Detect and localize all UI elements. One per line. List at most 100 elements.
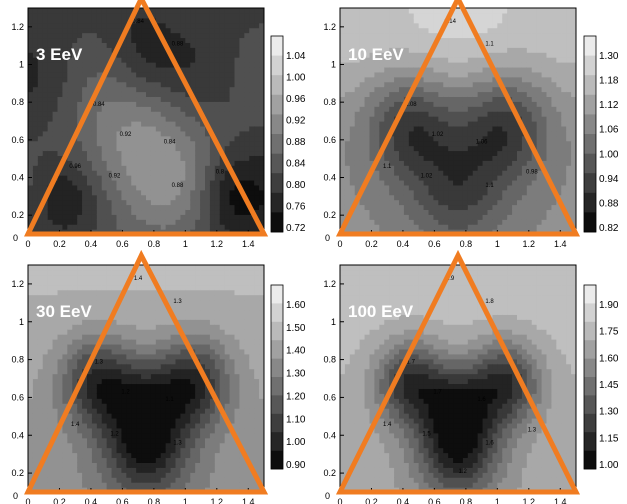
heatmap-cell [185, 96, 191, 102]
heatmap-cell [146, 155, 152, 161]
heatmap-cell [546, 42, 553, 48]
heatmap-cell [428, 125, 435, 132]
heatmap-cell [77, 22, 83, 29]
heatmap-cell [165, 121, 172, 127]
heatmap-cell [111, 37, 118, 43]
heatmap-cell [502, 96, 508, 102]
heatmap-cell [205, 66, 211, 73]
heatmap-cell [67, 324, 73, 330]
heatmap-cell [340, 52, 346, 58]
heatmap-cell [453, 121, 459, 127]
heatmap-cell [364, 209, 371, 215]
heatmap-cell [96, 170, 103, 176]
heatmap-cell [438, 47, 444, 53]
heatmap-cell [37, 442, 44, 449]
heatmap-cell [467, 184, 474, 191]
heatmap-cell [72, 413, 78, 419]
heatmap-cell [541, 155, 548, 161]
heatmap-cell [389, 219, 395, 225]
heatmap-cell [359, 8, 366, 14]
heatmap-cell [507, 116, 513, 122]
heatmap-cell [195, 37, 201, 43]
heatmap-cell [477, 219, 484, 225]
heatmap-cell [165, 76, 172, 83]
heatmap-cell [571, 76, 576, 83]
heatmap-cell [374, 189, 380, 196]
heatmap-cell [37, 388, 44, 394]
heatmap-cell [28, 339, 34, 345]
heatmap-cell [259, 52, 264, 58]
heatmap-cell [87, 81, 93, 88]
heatmap-cell [438, 121, 444, 127]
heatmap-cell [413, 224, 420, 230]
heatmap-cell [239, 199, 245, 206]
heatmap-cell [418, 57, 425, 63]
heatmap-cell [482, 204, 489, 211]
heatmap-cell [185, 71, 191, 78]
heatmap-cell [467, 27, 474, 34]
heatmap-cell [408, 116, 415, 122]
heatmap-cell [254, 37, 260, 43]
heatmap-cell [175, 140, 182, 147]
heatmap-cell [472, 140, 479, 147]
heatmap-cell [571, 57, 576, 63]
heatmap-cell [180, 66, 186, 73]
heatmap-cell [96, 125, 103, 132]
heatmap-cell [37, 324, 44, 330]
heatmap-cell [52, 150, 59, 156]
heatmap-cell [517, 91, 523, 98]
heatmap-cell [209, 125, 216, 132]
heatmap-cell [180, 86, 186, 93]
heatmap-cell [234, 66, 241, 73]
heatmap-cell [62, 314, 68, 320]
heatmap-cell [423, 76, 430, 83]
heatmap-cell [526, 37, 533, 43]
heatmap-cell [224, 42, 231, 48]
heatmap-cell [512, 12, 518, 19]
heatmap-cell [340, 184, 346, 191]
heatmap-cell [67, 442, 73, 449]
heatmap-cell [482, 17, 489, 24]
heatmap-cell [42, 106, 49, 112]
heatmap-cell [234, 22, 241, 29]
heatmap-cell [42, 155, 49, 161]
heatmap-cell [67, 314, 73, 320]
heatmap-cell [374, 52, 380, 58]
heatmap-cell [259, 175, 264, 181]
heatmap-cell [448, 155, 454, 161]
heatmap-cell [165, 204, 172, 211]
heatmap-cell [389, 96, 395, 102]
heatmap-cell [389, 101, 395, 107]
heatmap-cell [340, 111, 346, 117]
heatmap-cell [394, 57, 400, 63]
heatmap-cell [28, 194, 34, 201]
heatmap-cell [507, 27, 513, 34]
heatmap-cell [531, 184, 538, 191]
heatmap-cell [472, 224, 479, 230]
heatmap-cell [214, 66, 221, 73]
heatmap-cell [541, 22, 548, 29]
heatmap-cell [349, 37, 356, 43]
heatmap-cell [259, 165, 264, 171]
heatmap-cell [155, 57, 162, 63]
heatmap-cell [354, 12, 361, 19]
heatmap-cell [561, 76, 567, 83]
heatmap-cell [462, 91, 469, 98]
heatmap-cell [62, 353, 68, 360]
heatmap-cell [507, 150, 513, 156]
heatmap-cell [384, 17, 390, 24]
heatmap-cell [389, 116, 395, 122]
heatmap-cell [462, 32, 469, 39]
heatmap-cell [160, 140, 167, 147]
heatmap-cell [28, 403, 34, 409]
y-tick-label: 0.8 [323, 97, 336, 107]
heatmap-cell [57, 353, 64, 360]
heatmap-cell [546, 150, 553, 156]
heatmap-cell [37, 66, 44, 73]
heatmap-cell [42, 363, 49, 370]
heatmap-cell [413, 37, 420, 43]
heatmap-cell [101, 189, 108, 196]
heatmap-cell [146, 204, 152, 211]
heatmap-cell [531, 219, 538, 225]
heatmap-cell [190, 27, 196, 34]
